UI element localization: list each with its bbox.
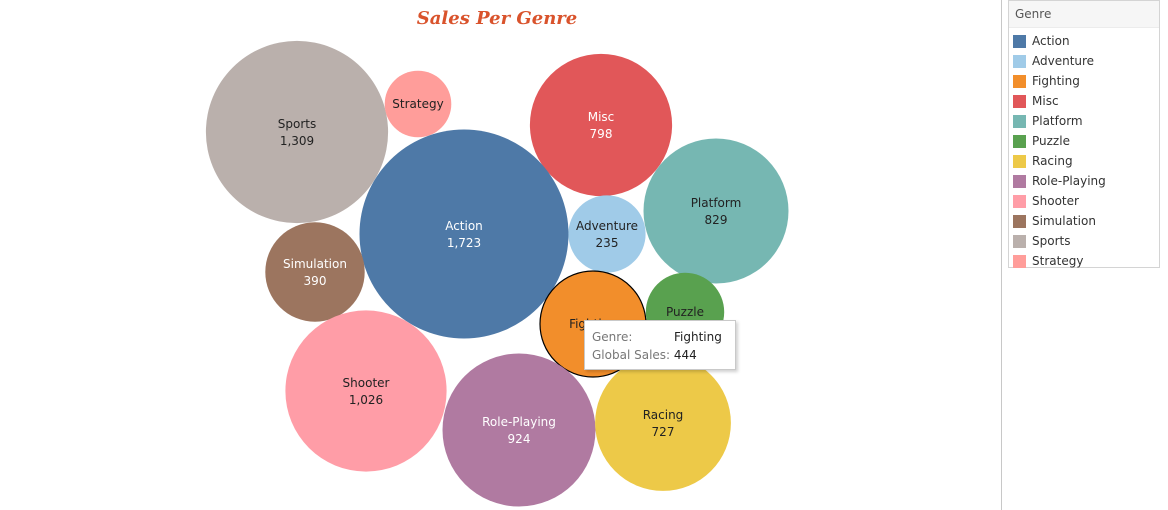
legend-item[interactable]: Action (1009, 31, 1159, 51)
legend-label: Action (1032, 34, 1070, 48)
legend-swatch (1013, 214, 1026, 228)
legend-item[interactable]: Shooter (1009, 191, 1159, 211)
legend-item[interactable]: Fighting (1009, 71, 1159, 91)
legend-label: Role-Playing (1032, 174, 1106, 188)
legend-swatch (1013, 174, 1026, 188)
legend-item[interactable]: Platform (1009, 111, 1159, 131)
legend-label: Platform (1032, 114, 1083, 128)
legend-item[interactable]: Adventure (1009, 51, 1159, 71)
legend-item[interactable]: Misc (1009, 91, 1159, 111)
bubble-action[interactable] (359, 129, 569, 339)
tooltip-genre-row: Genre: Fighting (592, 329, 735, 347)
bubble-racing[interactable] (595, 355, 731, 491)
legend-label: Puzzle (1032, 134, 1070, 148)
legend-label: Strategy (1032, 254, 1084, 268)
legend-swatch (1013, 74, 1026, 88)
bubble-chart: Sports1,309StrategyMisc798Action1,723Adv… (205, 40, 789, 507)
tooltip-sales-row: Global Sales: 444 (592, 347, 735, 365)
legend-item[interactable]: Sports (1009, 231, 1159, 251)
legend-swatch (1013, 94, 1026, 108)
legend-swatch (1013, 114, 1026, 128)
legend-label: Racing (1032, 154, 1073, 168)
legend-list: Action Adventure Fighting Misc Platform … (1009, 28, 1159, 271)
bubble-simulation[interactable] (265, 222, 365, 322)
tooltip-sales-key: Global Sales: (592, 348, 671, 362)
chart-title: Sales Per Genre (416, 8, 578, 29)
legend-item[interactable]: Simulation (1009, 211, 1159, 231)
legend-swatch (1013, 194, 1026, 208)
legend-swatch (1013, 54, 1026, 68)
bubble-sports[interactable] (205, 40, 389, 224)
bubble-shooter[interactable] (285, 310, 447, 472)
legend-label: Sports (1032, 234, 1071, 248)
legend-label: Misc (1032, 94, 1059, 108)
legend-swatch (1013, 154, 1026, 168)
tooltip-genre-key: Genre: (592, 330, 633, 344)
legend-label: Shooter (1032, 194, 1079, 208)
bubble-misc[interactable] (529, 53, 673, 197)
legend-item[interactable]: Role-Playing (1009, 171, 1159, 191)
chart-area: Sales Per Genre Sports 1,309 Strategy Misc 7… (205, 8, 789, 507)
tooltip: Genre: Fighting Global Sales: 444 (584, 320, 736, 370)
legend-item[interactable]: Strategy (1009, 251, 1159, 271)
tooltip-sales-value: 444 (673, 348, 697, 362)
legend-label: Adventure (1032, 54, 1095, 68)
legend-item[interactable]: Racing (1009, 151, 1159, 171)
bubble-platform[interactable] (643, 138, 789, 284)
legend-swatch (1013, 134, 1026, 148)
bubble-role-playing[interactable] (442, 353, 596, 507)
tooltip-genre-value: Fighting (674, 330, 722, 344)
legend-label: Fighting (1032, 74, 1080, 88)
bubble-strategy[interactable] (384, 70, 452, 138)
legend-swatch (1013, 34, 1026, 48)
legend-swatch (1013, 234, 1026, 248)
legend: Genre Action Adventure Fighting Misc Pla… (1008, 0, 1160, 268)
panel-divider (1001, 0, 1002, 510)
legend-title: Genre (1009, 1, 1159, 28)
bubble-adventure[interactable] (568, 195, 646, 273)
legend-item[interactable]: Puzzle (1009, 131, 1159, 151)
legend-swatch (1013, 254, 1026, 268)
legend-label: Simulation (1032, 214, 1096, 228)
